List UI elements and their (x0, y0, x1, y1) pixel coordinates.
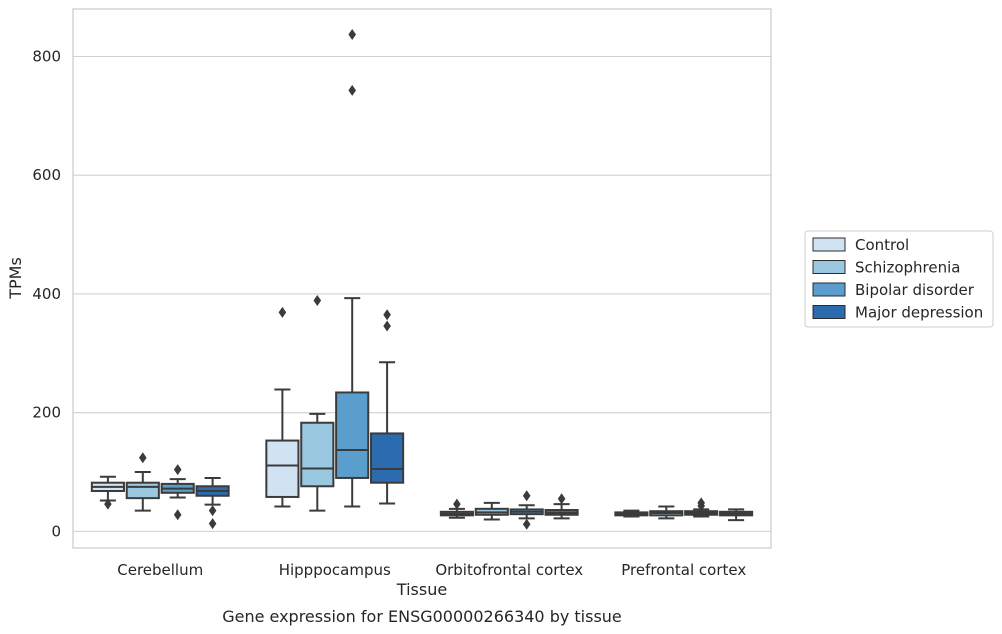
box-0-0 (90, 475, 125, 510)
legend-swatch (812, 260, 846, 274)
outlier-point (453, 498, 461, 510)
legend-frame (804, 230, 994, 328)
outlier-point (522, 490, 531, 502)
box-0-2 (160, 464, 195, 521)
box-body (125, 481, 160, 500)
x-axis-ticks: Cerebellum Hipppocampus Orbitofrontal cort… (117, 561, 746, 579)
box-2-1 (474, 501, 509, 521)
box-2-2 (509, 490, 544, 530)
box-0-1 (125, 452, 160, 512)
outlier-point (313, 294, 322, 306)
outlier-point (173, 509, 182, 521)
box-body (335, 391, 370, 479)
legend-item: Control (812, 236, 909, 254)
box-0-3 (195, 476, 230, 530)
legend-label: Bipolar disorder (855, 281, 975, 299)
y-tick-label: 800 (32, 47, 61, 65)
legend-label: Schizophrenia (855, 259, 960, 277)
box-3-2 (684, 497, 719, 518)
outlier-point (348, 84, 356, 96)
box-body (265, 439, 300, 498)
legend-swatch (812, 282, 846, 297)
box-3-0 (614, 509, 649, 518)
plot-frame (72, 8, 772, 549)
y-tick-label: 200 (32, 404, 61, 422)
box-2-3 (544, 493, 579, 520)
x-tick-label: Hipppocampus (279, 561, 391, 579)
y-tick-label: 600 (32, 166, 61, 184)
legend: Control Schizophrenia Bipolar disorder Majo… (804, 230, 994, 328)
outlier-point (173, 464, 182, 476)
outlier-point (139, 452, 147, 464)
box-3-3 (719, 508, 754, 522)
legend-swatch (812, 305, 846, 319)
y-tick-label: 0 (51, 522, 61, 540)
outlier-point (208, 518, 217, 530)
outlier-point (278, 306, 287, 318)
outlier-point (522, 518, 531, 530)
x-tick-label: Cerebellum (117, 561, 203, 579)
box-3-1 (649, 505, 684, 520)
outlier-point (383, 320, 391, 332)
box-1-1 (300, 294, 335, 512)
outlier-point (208, 505, 217, 517)
x-tick-label: Prefrontal cortex (621, 561, 746, 579)
x-axis-title: Tissue (396, 580, 447, 599)
x-tick-label: Orbitofrontal cortex (435, 561, 583, 579)
outlier-point (383, 309, 391, 321)
outlier-point (557, 493, 566, 505)
box-2-0 (439, 498, 474, 519)
outlier-point (104, 498, 112, 510)
box-body (370, 432, 405, 484)
grid-lines (73, 55, 771, 532)
legend-item: Major depression (812, 304, 983, 322)
chart-caption: Gene expression for ENSG00000266340 by t… (222, 607, 622, 626)
box-body (300, 421, 335, 488)
box-1-0 (265, 306, 300, 508)
box-1-3 (370, 309, 405, 505)
y-tick-label: 400 (32, 285, 61, 303)
boxes (90, 29, 754, 530)
legend-label: Major depression (855, 304, 983, 322)
outlier-point (697, 500, 705, 512)
outlier-point (348, 29, 356, 41)
legend-item: Bipolar disorder (812, 281, 975, 299)
legend-label: Control (855, 236, 909, 254)
y-axis-ticks: 0 200 400 600 800 (32, 47, 61, 540)
y-axis-title: TPMs (6, 257, 25, 300)
legend-item: Schizophrenia (812, 259, 960, 277)
box-1-2 (335, 29, 370, 508)
legend-swatch (812, 237, 846, 252)
